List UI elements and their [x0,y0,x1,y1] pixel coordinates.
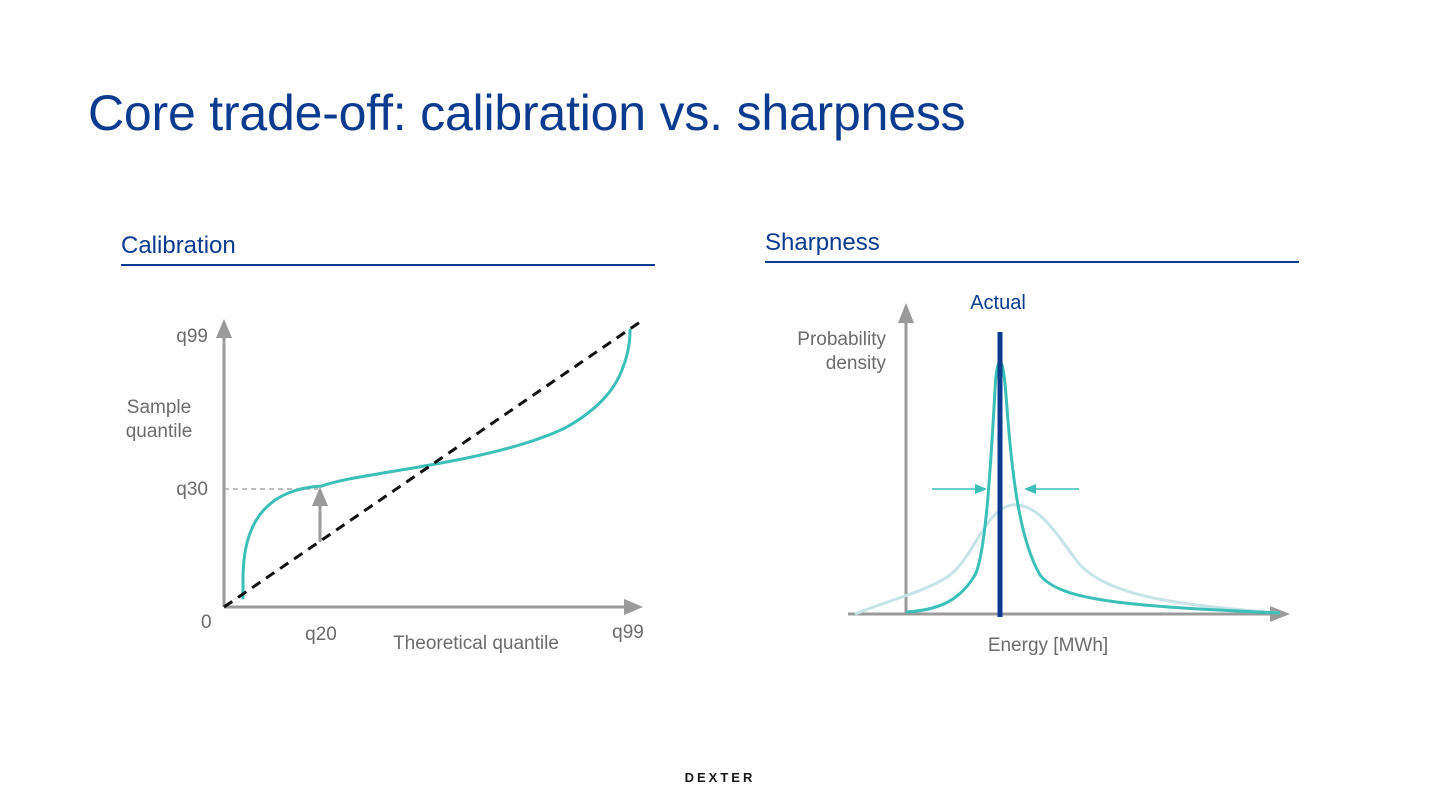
density-label-line2: density [825,353,886,374]
y-axis-label-line1: Sample [126,397,192,418]
sharpness-y-axis-arrowhead [898,303,914,323]
x-axis-label: Theoretical quantile [393,633,559,654]
sharpness-x-axis-arrowhead [1270,606,1290,622]
narrow-arrow-right-head [1024,484,1036,494]
calibration-divider [121,264,655,266]
actual-label: Actual [970,292,1026,314]
x-tick-q99: q99 [612,622,644,643]
wide-distribution [854,503,1281,616]
y-tick-q30: q30 [176,479,208,500]
sharpness-divider [765,261,1299,263]
sample-quantile-curve [241,328,632,600]
dexter-logo: DEXTER [684,770,756,785]
slide-title: Core trade-off: calibration vs. sharpnes… [88,85,966,141]
y-axis-label-line2: quantile [125,421,193,442]
density-label-line1: Probability [797,329,886,350]
narrow-arrow-left-head [975,484,987,494]
x-tick-q20: q20 [305,624,337,645]
shift-arrow-head [312,487,328,506]
energy-axis-label: Energy [MWh] [987,635,1109,656]
sharpness-title: Sharpness [765,229,880,256]
y-tick-q99: q99 [176,326,208,347]
calibration-title: Calibration [121,232,236,259]
origin-label: 0 [201,612,212,633]
calibration-x-axis-arrowhead [624,599,643,615]
calibration-y-axis-arrowhead [216,319,232,338]
